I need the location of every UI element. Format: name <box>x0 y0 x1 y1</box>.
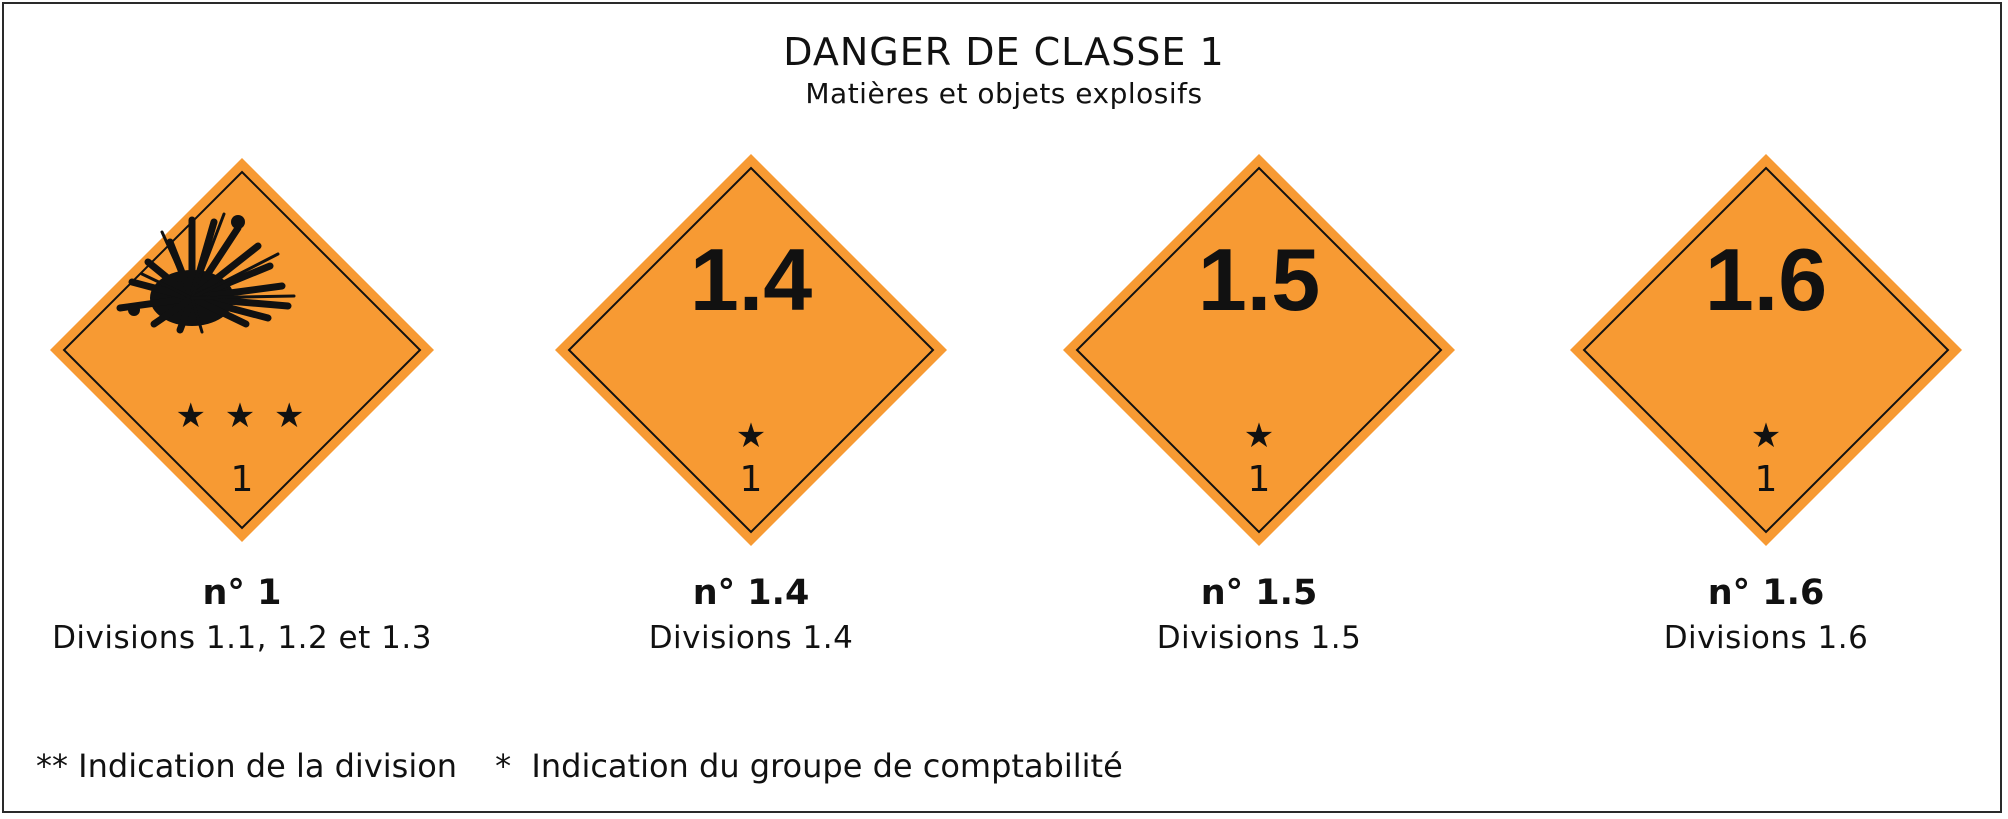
legend-division-note: ** Indication de la division <box>36 747 458 785</box>
compatibility-star: ★ <box>1243 416 1275 456</box>
placard-inner-border <box>567 166 935 534</box>
placard-class-1: ★ ★ ★ 1 <box>42 150 442 550</box>
caption-division-1-6: n° 1.6 Divisions 1.6 <box>1516 570 2008 660</box>
page-title: DANGER DE CLASSE 1 <box>783 30 1225 74</box>
placard-diamond-4 <box>1570 154 1962 546</box>
class-number: 1 <box>739 459 763 500</box>
caption-number: n° 1 <box>202 573 282 613</box>
caption-divisions: Divisions 1.5 <box>1156 620 1362 656</box>
caption-division-1-4: n° 1.4 Divisions 1.4 <box>501 570 1001 660</box>
division-number: 1.4 <box>689 230 813 329</box>
legend-compatibility-note: * Indication du groupe de comptabilité <box>495 747 1123 785</box>
placard-diamond-2 <box>555 154 947 546</box>
class-number: 1 <box>1247 459 1271 500</box>
compatibility-stars: ★ ★ ★ <box>175 396 309 436</box>
caption-number: n° 1.6 <box>1707 573 1825 613</box>
caption-divisions: Divisions 1.4 <box>648 620 854 656</box>
compatibility-star: ★ <box>735 416 767 456</box>
placard-diamond-1 <box>50 158 434 542</box>
caption-class-1: n° 1 Divisions 1.1, 1.2 et 1.3 <box>0 570 492 660</box>
caption-divisions: Divisions 1.1, 1.2 et 1.3 <box>52 620 432 656</box>
placard-division-1-5: 1.5 ★ 1 <box>1059 150 1459 550</box>
division-number: 1.6 <box>1704 230 1828 329</box>
division-number: 1.5 <box>1197 230 1321 329</box>
placard-division-1-4: 1.4 ★ 1 <box>551 150 951 550</box>
class-number: 1 <box>230 459 254 500</box>
placard-background <box>1570 154 1962 546</box>
caption-division-1-5: n° 1.5 Divisions 1.5 <box>1009 570 1509 660</box>
header: DANGER DE CLASSE 1 Matières et objets ex… <box>0 28 2008 112</box>
caption-divisions: Divisions 1.6 <box>1663 620 1869 656</box>
placard-background <box>50 158 434 542</box>
explosion-burst-icon <box>116 212 296 334</box>
page-subtitle: Matières et objets explosifs <box>805 77 1203 110</box>
placard-background <box>1063 154 1455 546</box>
class-number: 1 <box>1754 459 1778 500</box>
placard-background <box>555 154 947 546</box>
placard-diamond-3 <box>1063 154 1455 546</box>
caption-number: n° 1.5 <box>1200 573 1318 613</box>
placard-inner-border <box>62 170 422 530</box>
placard-inner-border <box>1075 166 1443 534</box>
placard-division-1-6: 1.6 ★ 1 <box>1566 150 1966 550</box>
placard-inner-border <box>1582 166 1950 534</box>
caption-number: n° 1.4 <box>692 573 810 613</box>
legend: ** Indication de la division * Indication… <box>36 745 1123 787</box>
compatibility-star: ★ <box>1750 416 1782 456</box>
